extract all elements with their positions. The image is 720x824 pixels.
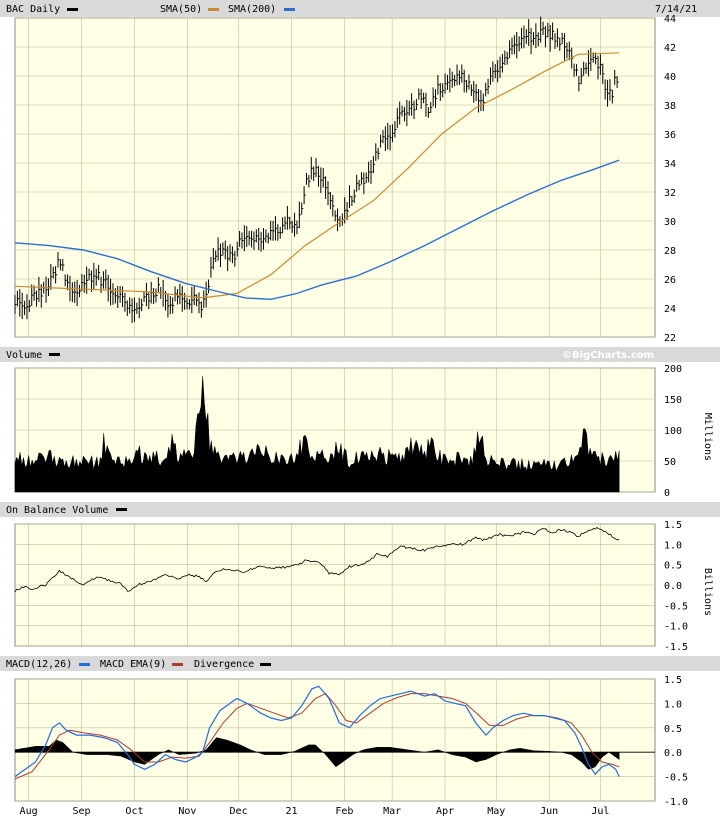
x-axis-label: Jun xyxy=(540,806,558,817)
price-y-tick-label: 38 xyxy=(664,101,676,112)
macd-y-tick-label: -1.0 xyxy=(664,797,688,808)
volume-y-tick-label: 150 xyxy=(664,395,682,406)
obv-y-tick-label: 0.0 xyxy=(664,581,682,592)
volume-y-tick-label: 100 xyxy=(664,426,682,437)
sma50-legend-label: SMA(50) xyxy=(160,4,202,15)
divergence-label: Divergence xyxy=(194,659,254,670)
x-axis-label: Feb xyxy=(335,806,353,817)
x-axis-label: May xyxy=(487,806,505,817)
price-y-tick-label: 40 xyxy=(664,72,676,83)
macd-legend-swatch xyxy=(79,663,90,666)
price-y-tick-label: 30 xyxy=(664,217,676,228)
obv-y-tick-label: -1.5 xyxy=(664,642,688,653)
price-legend-swatch xyxy=(67,8,78,11)
macd-y-tick-label: 1.0 xyxy=(664,699,682,710)
price-y-tick-label: 36 xyxy=(664,130,676,141)
price-header-bar xyxy=(0,0,720,17)
volume-area xyxy=(14,375,620,493)
sma50-legend-swatch xyxy=(208,8,219,11)
macd-y-tick-label: 0.5 xyxy=(664,724,682,735)
volume-header-bar xyxy=(0,347,720,362)
price-y-tick-label: 34 xyxy=(664,159,676,170)
x-axis-label: 21 xyxy=(285,806,297,817)
watermark: ©BigCharts.com xyxy=(562,350,654,361)
obv-y-tick-label: 1.0 xyxy=(664,540,682,551)
price-y-tick-label: 26 xyxy=(664,275,676,286)
obv-y-tick-label: 1.5 xyxy=(664,520,682,531)
x-axis-label: Oct xyxy=(125,806,143,817)
macd-y-tick-label: 1.5 xyxy=(664,675,682,686)
macd-y-tick-label: -0.5 xyxy=(664,773,688,784)
x-axis-label: Dec xyxy=(230,806,248,817)
x-axis-label: Jul xyxy=(591,806,609,817)
price-y-tick-label: 28 xyxy=(664,246,676,257)
price-y-tick-label: 42 xyxy=(664,43,676,54)
volume-y-tick-label: 0 xyxy=(664,488,670,499)
x-axis-label: Mar xyxy=(383,806,401,817)
volume-label: Volume xyxy=(6,350,42,361)
sma50-line xyxy=(14,52,620,299)
macd-y-tick-label: 0.0 xyxy=(664,748,682,759)
macd-header-bar xyxy=(0,656,720,671)
volume-y-tick-label: 200 xyxy=(664,364,682,375)
x-axis-label: Apr xyxy=(436,806,454,817)
x-axis-label: Aug xyxy=(20,806,38,817)
volume-axis-label: Millions xyxy=(702,413,713,461)
price-y-tick-label: 24 xyxy=(664,304,676,315)
obv-label: On Balance Volume xyxy=(6,505,108,516)
obv-legend-swatch xyxy=(116,508,127,511)
sma200-line xyxy=(14,159,620,301)
macd-label: MACD(12,26) xyxy=(6,659,72,670)
x-axis-label: Sep xyxy=(73,806,91,817)
obv-y-tick-label: 0.5 xyxy=(664,561,682,572)
macd-line xyxy=(14,685,620,778)
obv-y-tick-label: -1.0 xyxy=(664,622,688,633)
volume-legend-swatch xyxy=(49,353,60,356)
obv-axis-label: Billions xyxy=(702,568,713,616)
price-plot-area xyxy=(14,17,656,338)
price-y-tick-label: 22 xyxy=(664,333,676,344)
price-y-tick-label: 32 xyxy=(664,188,676,199)
sma200-legend-label: SMA(200) xyxy=(228,4,276,15)
chart-date: 7/14/21 xyxy=(655,4,697,15)
ticker-label: BAC Daily xyxy=(6,4,60,15)
macd-ema-legend-swatch xyxy=(172,663,183,666)
volume-y-tick-label: 50 xyxy=(664,457,676,468)
x-axis-label: Nov xyxy=(178,806,196,817)
macd-ema-label: MACD EMA(9) xyxy=(100,659,166,670)
macd-plot-area xyxy=(14,678,656,802)
price-y-tick-label: 44 xyxy=(664,14,676,25)
sma200-legend-swatch xyxy=(284,8,295,11)
divergence-legend-swatch xyxy=(260,663,271,666)
obv-header-bar xyxy=(0,502,720,517)
obv-line xyxy=(14,526,620,593)
obv-y-tick-label: -0.5 xyxy=(664,601,688,612)
